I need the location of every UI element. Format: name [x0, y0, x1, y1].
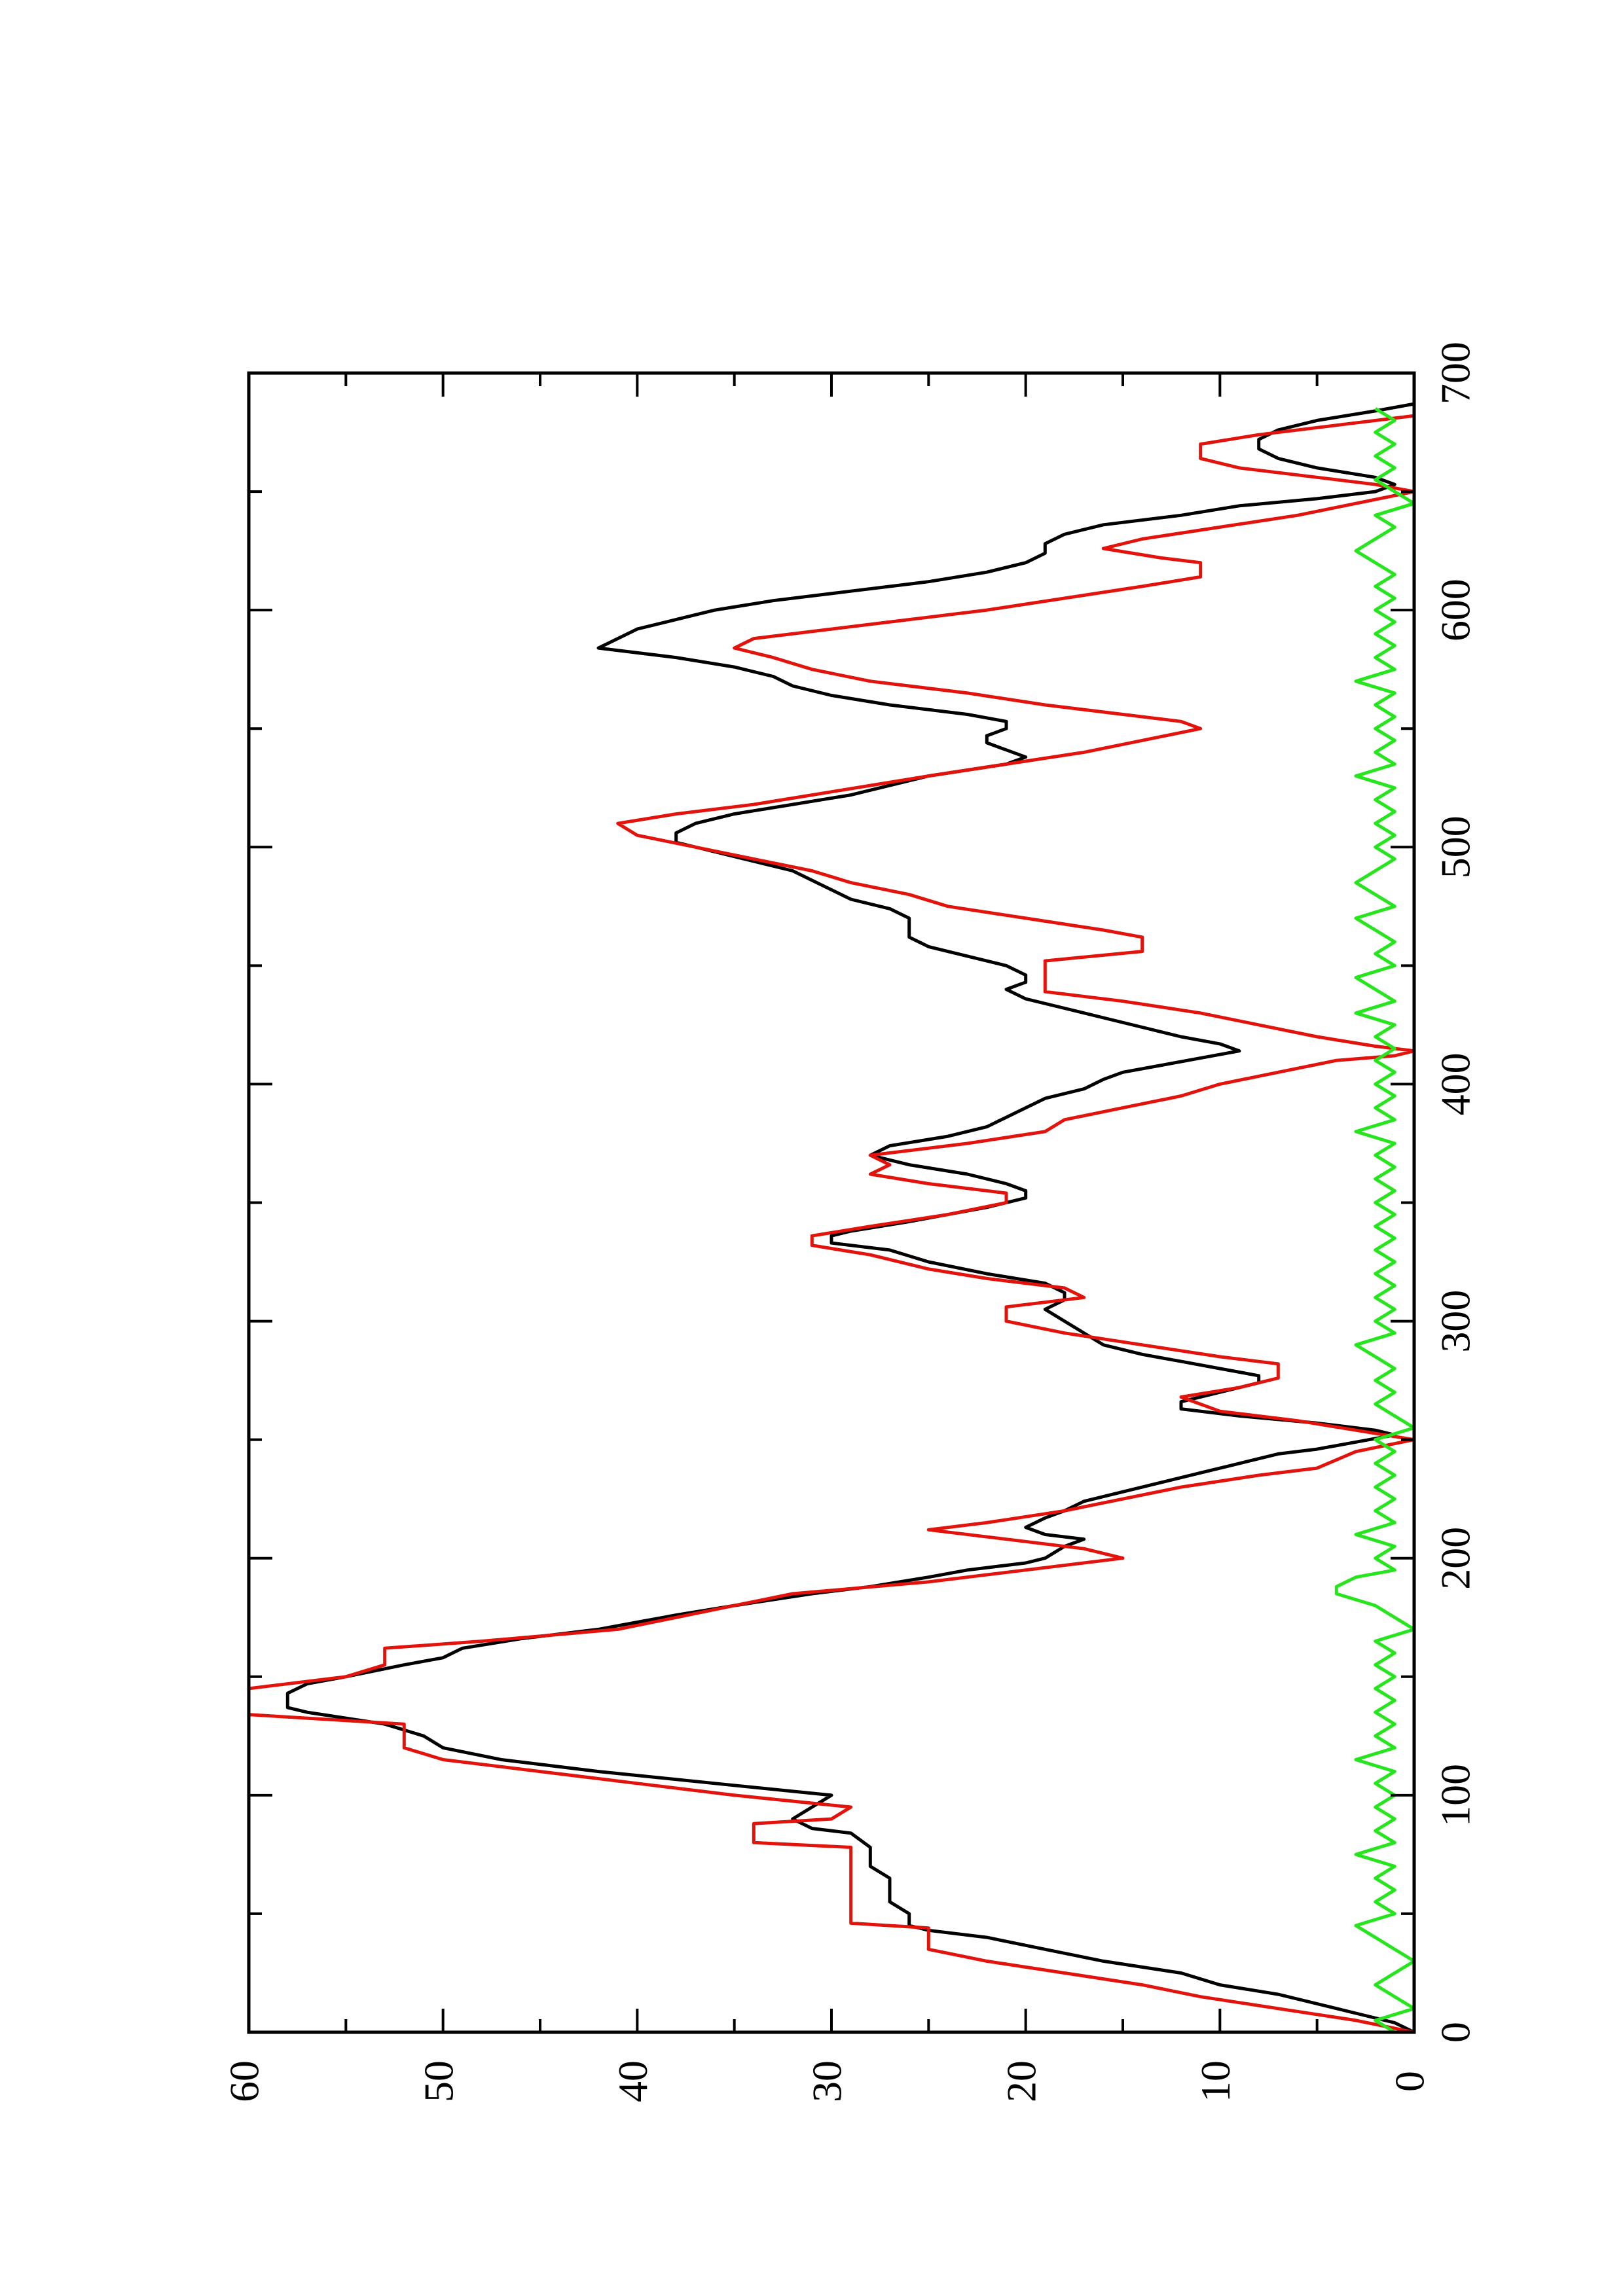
series-line-2 [247, 414, 1416, 2034]
x-tick-label: 100 [1432, 1764, 1479, 1827]
series-line-1 [285, 402, 1415, 2034]
series-line-3 [1334, 407, 1416, 2034]
plot-frame [247, 371, 1416, 2034]
y-tick-label: 20 [998, 2060, 1044, 2102]
y-tick-label: 10 [1192, 2060, 1239, 2102]
y-tick-label: 30 [804, 2060, 850, 2102]
y-tick-label: 60 [221, 2060, 268, 2102]
x-tick-label: 700 [1432, 342, 1479, 404]
x-tick-label: 500 [1432, 816, 1479, 878]
plot-area: 0 100 200 300 400 500 600 700 0 10 20 30 40 50 60 [221, 342, 1479, 2102]
x-tick-label: 600 [1432, 579, 1479, 641]
x-tick-label: 200 [1432, 1527, 1479, 1590]
x-tick-label: 300 [1432, 1290, 1479, 1353]
y-tick-label: 0 [1387, 2071, 1433, 2092]
y-tick-label: 40 [610, 2060, 656, 2102]
x-tick-label: 0 [1432, 2022, 1479, 2043]
y-tick-label: 50 [415, 2060, 462, 2102]
x-tick-label: 400 [1432, 1052, 1479, 1115]
